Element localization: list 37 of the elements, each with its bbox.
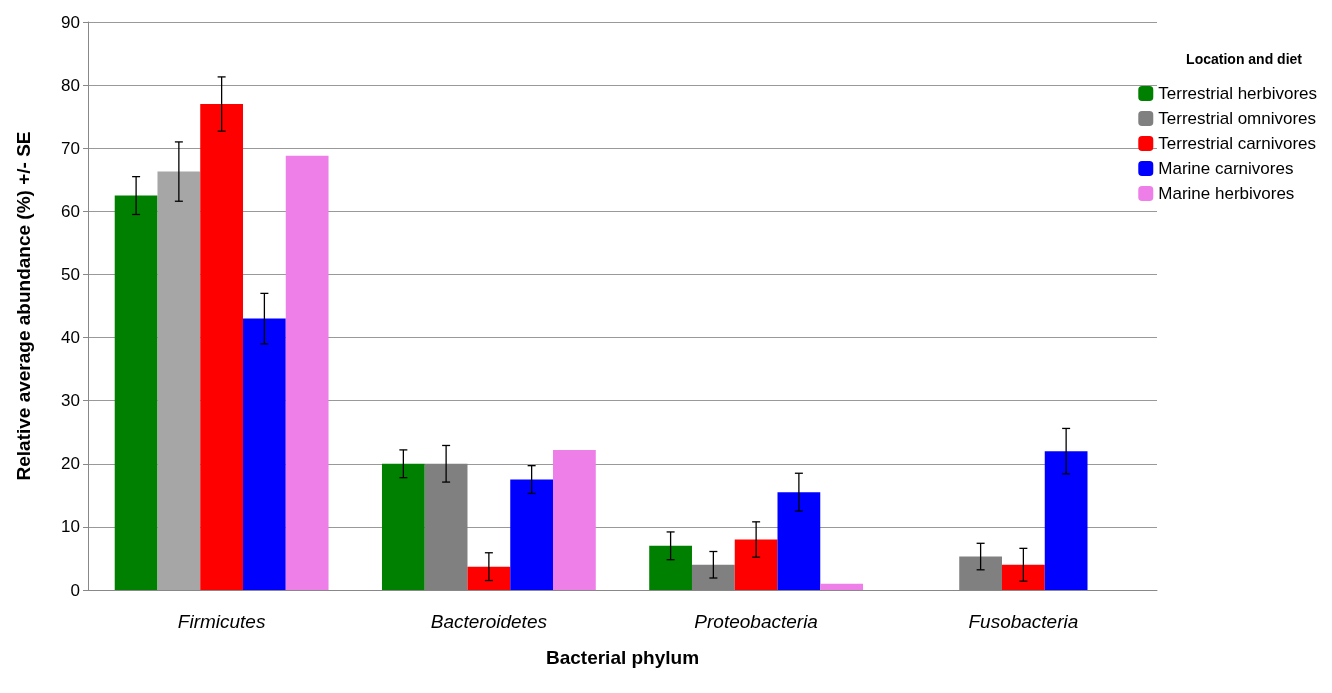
y-axis-title: Relative average abundance (%) +/- SE [13, 131, 34, 481]
y-tick-label: 50 [61, 264, 80, 284]
bar [553, 449, 596, 590]
legend-title: Location and diet [1186, 51, 1303, 67]
legend-label: Terrestrial omnivores [1158, 109, 1317, 128]
x-axis-title: Bacterial phylum [545, 647, 700, 668]
bar [1044, 451, 1088, 590]
bar [1002, 564, 1045, 590]
bar [467, 566, 511, 590]
bar [200, 104, 244, 590]
legend-label: Terrestrial carnivores [1158, 134, 1317, 153]
bar [510, 479, 554, 590]
y-tick-label: 10 [61, 517, 80, 537]
y-tick-label: 40 [61, 328, 80, 348]
bar [243, 318, 286, 590]
y-tick-label: 20 [61, 454, 80, 474]
x-tick-label: Proteobacteria [694, 611, 818, 632]
y-tick-label: 70 [61, 138, 80, 158]
y-tick-label: 90 [61, 12, 80, 32]
x-tick-label: Fusobacteria [968, 611, 1079, 632]
bar [777, 492, 821, 590]
x-tick-label: Bacteroidetes [430, 611, 548, 632]
y-tick-label: 30 [61, 391, 80, 411]
legend-label: Terrestrial herbivores [1158, 84, 1318, 103]
bar [285, 155, 329, 590]
bar [649, 545, 692, 590]
y-tick-label: 60 [61, 201, 80, 221]
x-tick-label: Firmicutes [177, 611, 266, 632]
bar [381, 463, 425, 590]
bar [114, 195, 158, 590]
legend-label: Marine herbivores [1158, 184, 1295, 203]
bar [820, 583, 864, 590]
legend-label: Marine carnivores [1158, 159, 1294, 178]
y-tick-label: 0 [70, 580, 80, 600]
bar [734, 539, 778, 590]
bar [157, 171, 201, 590]
y-tick-label: 80 [61, 75, 80, 95]
